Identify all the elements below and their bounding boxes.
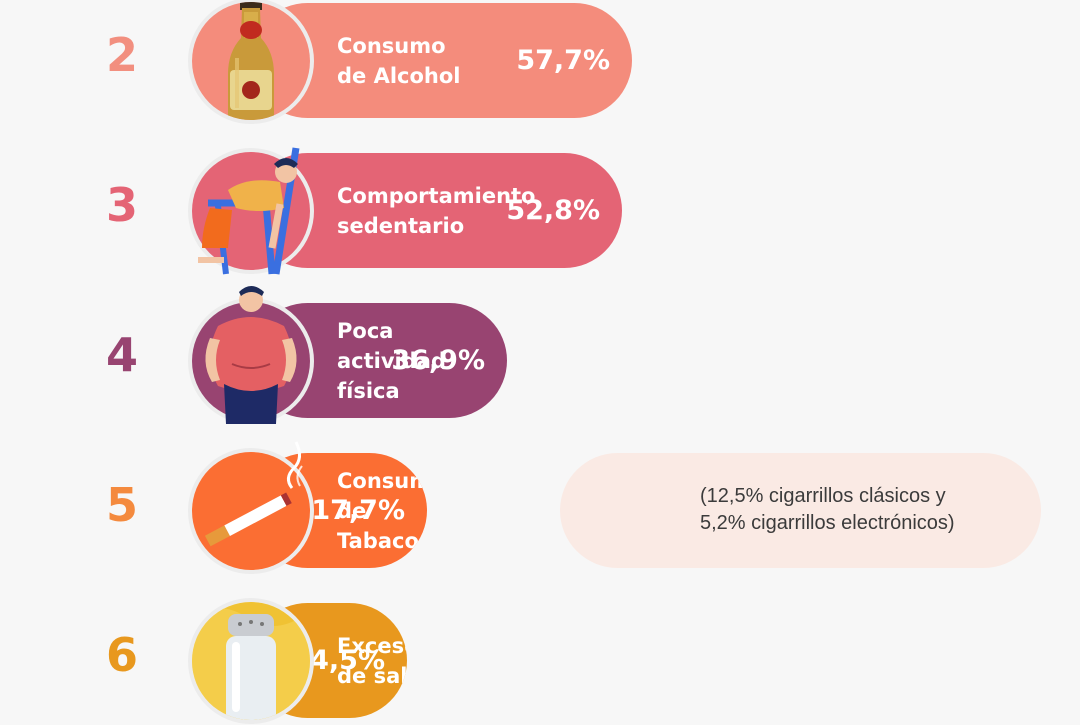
bar-value: 17,7% xyxy=(311,495,405,526)
rank-number: 6 xyxy=(105,628,138,682)
bar-value: 36,9% xyxy=(391,345,485,376)
rank-number: 5 xyxy=(105,478,138,532)
sedentary-person-icon xyxy=(188,147,314,275)
salt-shaker-icon xyxy=(188,598,314,724)
risk-row: 3 Comportamiento sedentario 52,8% xyxy=(0,145,1080,275)
note-pill: (12,5% cigarrillos clásicos y 5,2% cigar… xyxy=(560,453,1041,568)
overweight-person-icon xyxy=(188,286,314,424)
value-bar: Consumo de Alcohol 57,7% xyxy=(250,3,632,118)
bar-label: Consumo de Alcohol xyxy=(337,33,461,88)
rank-number: 3 xyxy=(105,178,138,232)
beer-bottle-icon xyxy=(188,0,314,124)
note-text: (12,5% cigarrillos clásicos y 5,2% cigar… xyxy=(700,485,955,534)
rank-number: 4 xyxy=(105,328,138,382)
risk-row: 5 (12,5% cigarrillos clásicos y 5,2% ciga… xyxy=(0,441,1080,575)
rank-number: 2 xyxy=(105,28,138,82)
risk-row: 4 Poca actividad física 36,9% xyxy=(0,286,1080,425)
bar-value: 57,7% xyxy=(516,45,610,76)
bar-label: Consumo de Tabaco xyxy=(337,468,427,553)
risk-row: 2 Consumo de Alcohol 57,7% xyxy=(0,0,1080,125)
value-bar: Comportamiento sedentario 52,8% xyxy=(250,153,622,268)
bar-value: 52,8% xyxy=(506,195,600,226)
bar-label: Poca actividad física xyxy=(337,318,446,403)
cigarette-icon xyxy=(188,441,314,574)
bar-label: Comportamiento sedentario xyxy=(337,183,536,238)
